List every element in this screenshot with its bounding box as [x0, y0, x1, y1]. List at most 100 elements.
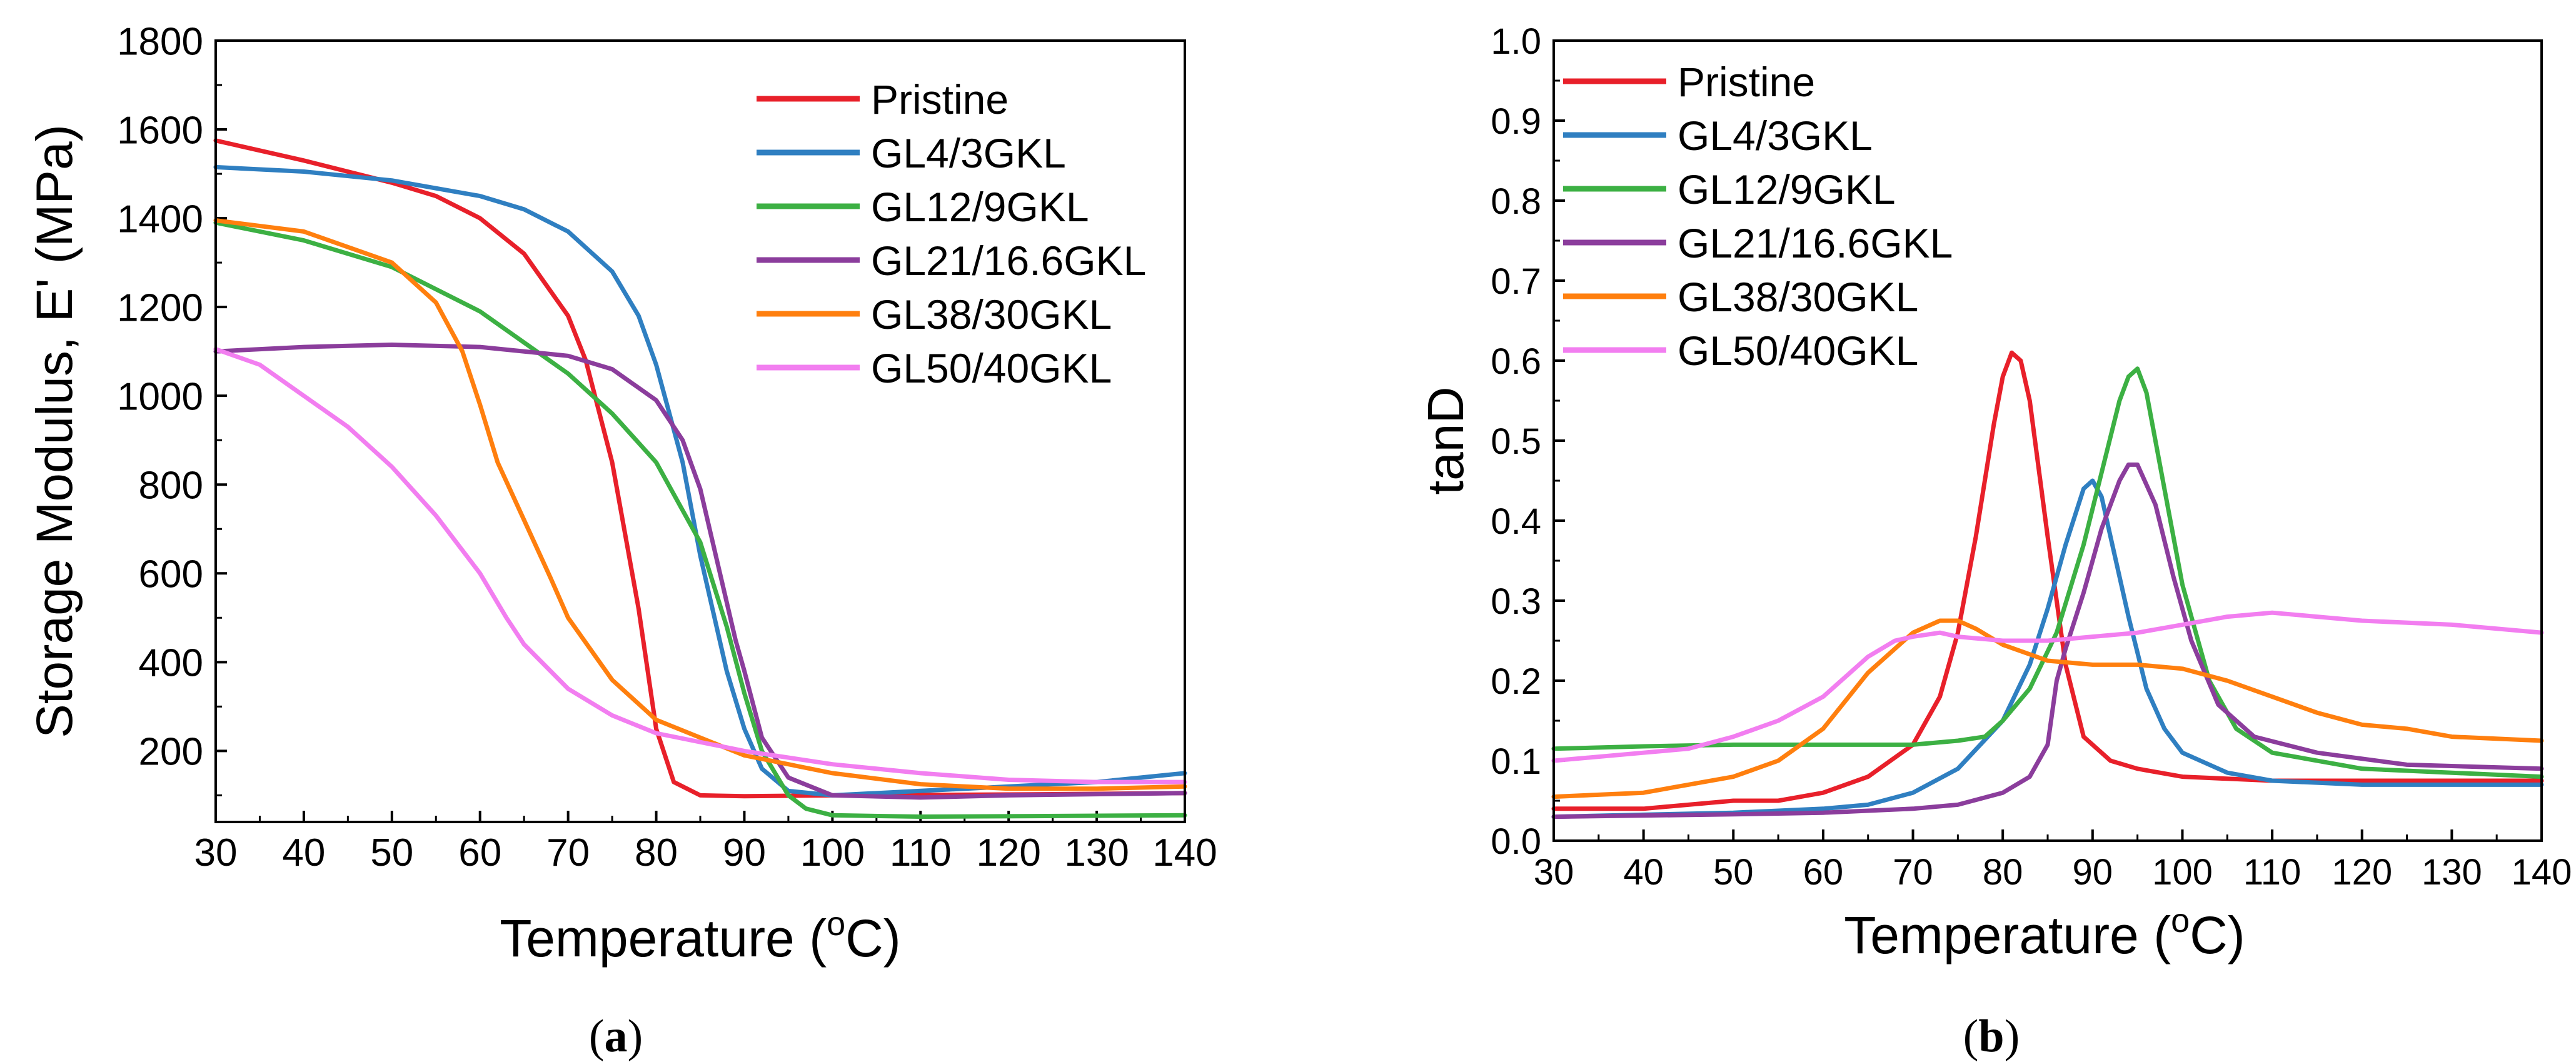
- panel-b-y-tick-labels: 0.0 0.1 0.2 0.3 0.4 0.5 0.6 0.7 0.8 0.9 1.0: [1491, 21, 1541, 862]
- panel-a-x-tick-label: 80: [635, 831, 678, 874]
- panel-b-series-line-gl38-30gkl: [1551, 618, 2544, 799]
- panel-a-series-line-pristine: [213, 138, 1187, 799]
- panel-b-x-tick-label: 60: [1803, 852, 1844, 893]
- panel-a-x-tick-labels: 30 40 50 60 70 80 90 100 110 120 130 140: [194, 831, 1217, 874]
- panel-a-y-axis-title: Storage Modulus, E' (MPa): [26, 124, 83, 738]
- panel-b-x-tick-label: 120: [2332, 852, 2392, 893]
- panel-b-tand-chart: 30 40 50 60 70 80 90 100 110 120 130 140 0.00.10.20…: [1417, 21, 2572, 1062]
- legend-label: GL21/16.6GKL: [1678, 220, 1953, 266]
- panel-b-plot-frame: [1552, 39, 2543, 842]
- legend-label: GL50/40GKL: [1678, 328, 1918, 374]
- panel-a-series-line-gl50-40gkl: [213, 347, 1187, 784]
- panel-b-y-tick-label: 0.8: [1491, 181, 1541, 222]
- legend-label: GL21/16.6GKL: [871, 238, 1146, 284]
- legend-label: GL38/30GKL: [1678, 274, 1918, 320]
- panel-b-legend: Pristine GL4/3GKL GL12/9GKL GL21/16.6GKL GL3…: [1563, 59, 1953, 374]
- panel-b-series-lines: [1551, 350, 2544, 819]
- panel-b-x-axis-title-main: Temperature (: [1844, 906, 2171, 964]
- panel-a-y-tick-label: 400: [139, 642, 203, 685]
- panel-a-legend: Pristine GL4/3GKL GL12/9GKL GL21/16.6GKL GL3…: [757, 76, 1146, 391]
- legend-label: GL50/40GKL: [871, 345, 1112, 391]
- panel-a-x-tick-label: 30: [194, 831, 238, 874]
- panel-b-x-tick-label: 110: [2243, 852, 2301, 893]
- panel-b-y-tick-label: 0.3: [1491, 581, 1541, 622]
- panel-a-y-tick-label: 1200: [117, 286, 203, 329]
- panel-a-x-tick-label: 140: [1152, 831, 1217, 874]
- panel-a-y-tick-label: 1800: [117, 20, 203, 63]
- panel-b-x-tick-label: 70: [1893, 852, 1933, 893]
- panel-a-x-tick-label: 130: [1064, 831, 1129, 874]
- panel-a-series-lines: [213, 138, 1187, 819]
- panel-b-y-tick-label: 0.0: [1491, 821, 1541, 862]
- panel-b-label: (b): [1963, 1011, 2020, 1062]
- legend-label: Pristine: [1678, 59, 1815, 105]
- panel-a-y-tick-label: 1600: [117, 109, 203, 152]
- panel-b-series-line-gl50-40gkl: [1551, 610, 2544, 763]
- legend-label: GL38/30GKL: [871, 291, 1112, 338]
- panel-a-y-tick-label: 1400: [117, 198, 203, 241]
- panel-a-x-axis-title-sup: o: [827, 905, 845, 943]
- panel-b-label-close: ): [2005, 1011, 2020, 1062]
- panel-b-x-tick-label: 90: [2073, 852, 2113, 893]
- panel-a-x-tick-label: 50: [370, 831, 413, 874]
- panel-b-y-tick-label: 0.2: [1491, 661, 1541, 702]
- panel-b-series-line-gl4-3gkl: [1551, 478, 2544, 819]
- panel-a-x-tick-label: 100: [800, 831, 865, 874]
- legend-label: GL4/3GKL: [1678, 113, 1873, 159]
- panel-a-y-tick-label: 600: [139, 553, 203, 596]
- panel-b-x-tick-label: 40: [1623, 852, 1664, 893]
- panel-a-series-line-gl38-30gkl: [213, 218, 1187, 791]
- panel-b-x-axis-title-sup: o: [2171, 902, 2190, 939]
- panel-a-storage-modulus-chart: 30 40 50 60 70 80 90 100 110 120 130 140 200 400 600 8…: [26, 20, 1217, 1062]
- panel-a-x-tick-label: 40: [282, 831, 325, 874]
- panel-a-y-tick-label: 1000: [117, 376, 203, 419]
- panel-b-y-tick-label: 0.7: [1491, 261, 1541, 302]
- legend-label: GL12/9GKL: [1678, 166, 1896, 213]
- panel-b-ticks: [1552, 39, 2543, 842]
- panel-a-x-tick-label: 90: [723, 831, 766, 874]
- panel-b-y-tick-label: 0.4: [1491, 501, 1541, 542]
- panel-a-x-axis-title-main: Temperature (: [500, 909, 827, 968]
- panel-b-x-tick-label: 130: [2422, 852, 2482, 893]
- panel-a-label-open: (: [589, 1011, 605, 1062]
- panel-b-x-tick-labels: 30 40 50 60 70 80 90 100 110 120 130 140: [1534, 852, 2572, 893]
- panel-a-x-axis-title: Temperature (oC): [500, 905, 901, 968]
- panel-a-series-line-gl12-9gkl: [213, 220, 1187, 819]
- panel-b-x-tick-label: 50: [1713, 852, 1754, 893]
- panel-a-x-tick-label: 120: [976, 831, 1040, 874]
- panel-b-x-tick-label: 80: [1983, 852, 2023, 893]
- panel-a-y-tick-label: 200: [139, 731, 203, 774]
- panel-b-label-letter: b: [1978, 1011, 2004, 1062]
- panel-b-label-open: (: [1963, 1011, 1979, 1062]
- panel-a-y-tick-labels: 200 400 600 800 1000 1200 1400 1600 1800: [117, 20, 203, 773]
- panel-b-y-tick-label: 0.1: [1491, 741, 1541, 782]
- panel-b-y-tick-label: 1.0: [1491, 21, 1541, 62]
- panel-b-y-tick-label: 0.5: [1491, 421, 1541, 462]
- panel-a-label-letter: a: [605, 1011, 628, 1062]
- legend-label: Pristine: [871, 76, 1009, 123]
- panel-a-series-line-gl21-16-6gkl: [213, 343, 1187, 800]
- panel-b-x-axis-title: Temperature (oC): [1844, 902, 2245, 964]
- panel-a-label: (a): [589, 1011, 643, 1062]
- panel-b-x-tick-label: 100: [2152, 852, 2213, 893]
- panel-b-x-tick-label: 140: [2512, 852, 2572, 893]
- panel-a-x-axis-title-suffix: C): [845, 909, 901, 968]
- panel-b-x-axis-title-suffix: C): [2190, 906, 2245, 964]
- panel-a-plot-frame: [214, 39, 1186, 823]
- panel-b-series-line-gl12-9gkl: [1551, 366, 2544, 779]
- panel-a-x-tick-label: 110: [890, 831, 952, 874]
- panel-a-y-tick-label: 800: [139, 464, 203, 508]
- panel-a-label-close: ): [628, 1011, 643, 1062]
- panel-b-y-tick-label: 0.9: [1491, 101, 1541, 142]
- panel-b-y-tick-label: 0.6: [1491, 341, 1541, 382]
- panel-a-x-tick-label: 60: [458, 831, 501, 874]
- legend-label: GL12/9GKL: [871, 184, 1089, 230]
- panel-a-series-line-gl4-3gkl: [213, 164, 1187, 798]
- panel-b-x-tick-label: 30: [1534, 852, 1574, 893]
- panel-a-x-tick-label: 70: [546, 831, 590, 874]
- panel-b-series-line-pristine: [1551, 350, 2544, 811]
- panel-b-y-axis-title: tanD: [1417, 386, 1474, 494]
- legend-label: GL4/3GKL: [871, 130, 1066, 176]
- panel-b-series-line-gl21-16-6gkl: [1551, 462, 2544, 819]
